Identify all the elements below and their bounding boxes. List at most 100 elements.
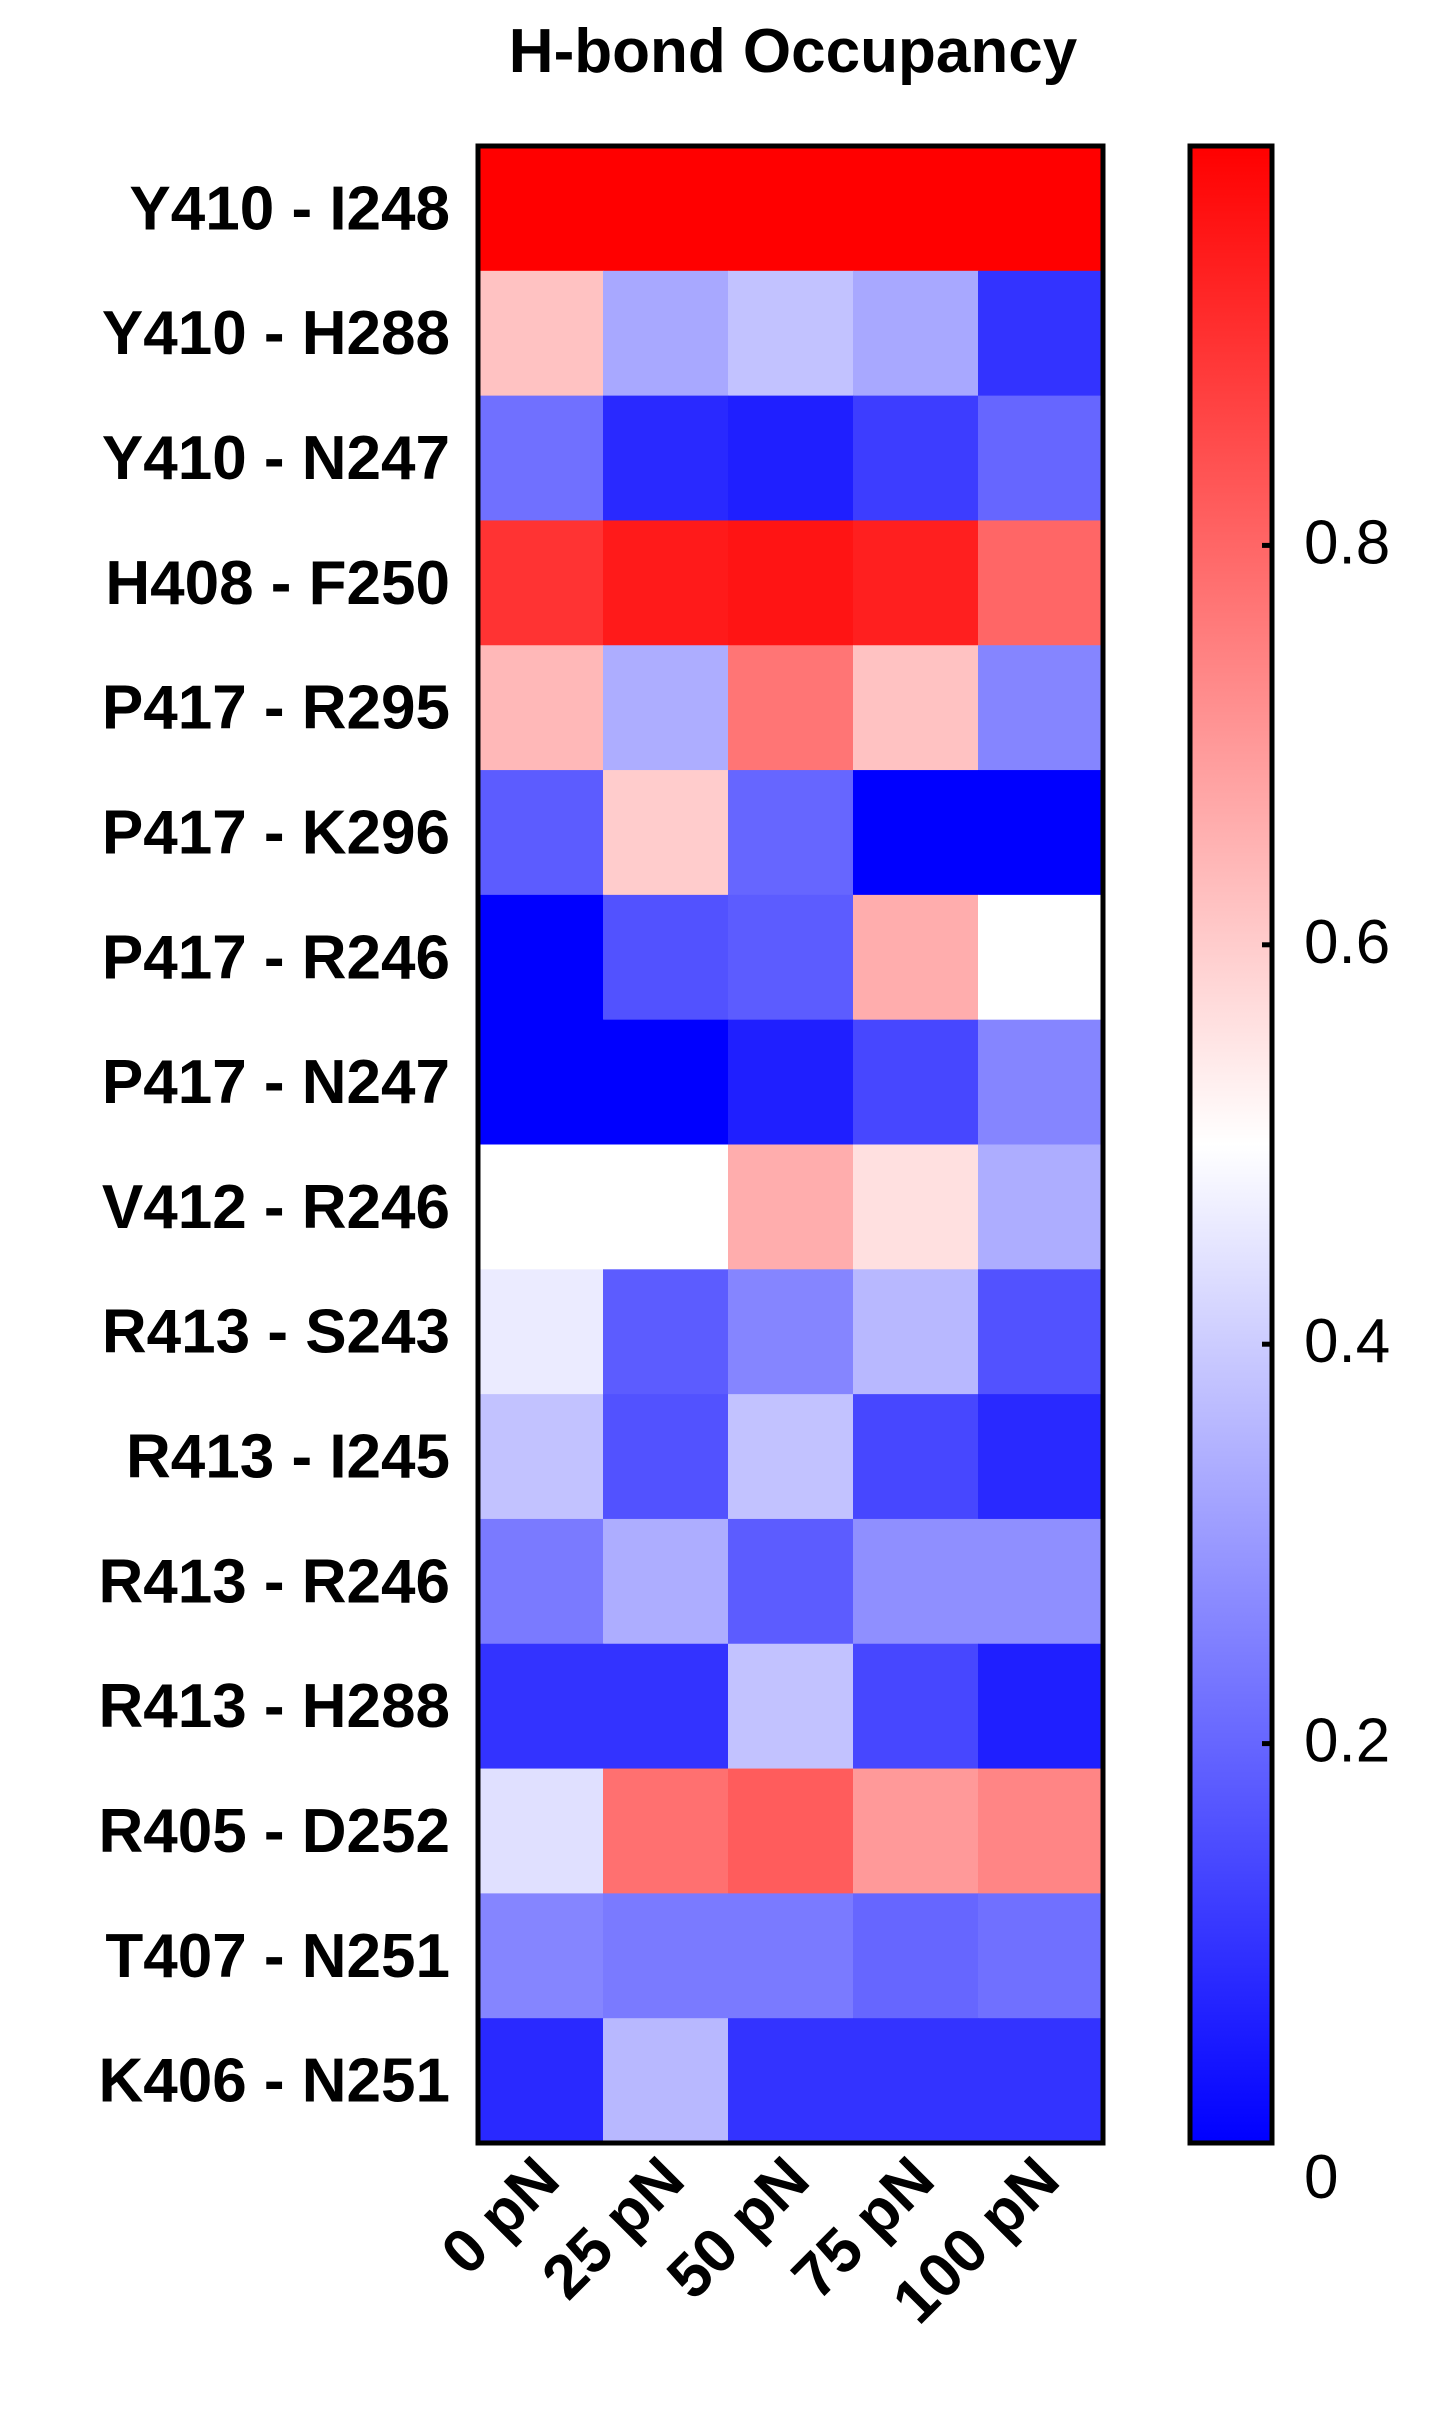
- heatmap-cell: [853, 1893, 979, 2019]
- heatmap-cell: [853, 1518, 979, 1645]
- heatmap-cell: [603, 1394, 729, 1520]
- heatmap-cell: [728, 1893, 854, 2019]
- heatmap-cell: [603, 395, 729, 522]
- colorbar-tick-label: 0.4: [1304, 1307, 1390, 1376]
- heatmap-cell: [978, 520, 1104, 646]
- column-label: 50 pN: [654, 2144, 822, 2312]
- heatmap-cell: [478, 1144, 604, 1270]
- heatmap-cell: [853, 1394, 979, 1520]
- row-label: Y410 - I248: [129, 174, 450, 243]
- heatmap-cell: [978, 894, 1104, 1021]
- heatmap-cell: [853, 395, 979, 522]
- heatmap-cell: [728, 520, 854, 646]
- heatmap-cell: [728, 1019, 854, 1146]
- row-label: H408 - F250: [105, 549, 450, 618]
- heatmap-cell: [478, 1518, 604, 1645]
- heatmap-cell: [728, 645, 854, 771]
- row-label: P417 - R246: [102, 923, 450, 992]
- colorbar-tick-label: 0.2: [1304, 1707, 1390, 1776]
- heatmap-cell: [728, 1643, 854, 1770]
- heatmap-cell: [478, 1269, 604, 1395]
- heatmap-cell: [728, 1518, 854, 1645]
- heatmap-cell: [853, 1269, 979, 1395]
- row-label: P417 - R295: [102, 674, 450, 743]
- heatmap-cell: [478, 270, 604, 397]
- colorbar-tick-label: 0: [1304, 2143, 1338, 2212]
- row-label: Y410 - H288: [102, 299, 450, 368]
- heatmap-cell: [853, 1768, 979, 1894]
- heatmap-cell: [978, 1144, 1104, 1270]
- chart-title: H-bond Occupancy: [509, 17, 1078, 86]
- heatmap-cell: [478, 395, 604, 522]
- heatmap-cell: [603, 1893, 729, 2019]
- heatmap-cell: [478, 1019, 604, 1146]
- heatmap-cell: [978, 146, 1104, 272]
- heatmap-cell: [603, 2018, 729, 2144]
- heatmap-cell: [978, 2018, 1104, 2144]
- heatmap-cell: [603, 520, 729, 646]
- heatmap-cell: [978, 270, 1104, 397]
- heatmap-cell: [603, 270, 729, 397]
- colorbar-ticks: 0 0.2 0.4 0.6 0.8: [1262, 508, 1390, 2212]
- heatmap-cell: [478, 645, 604, 771]
- heatmap-cell: [853, 146, 979, 272]
- heatmap-cell: [978, 1643, 1104, 1770]
- heatmap-cell: [853, 645, 979, 771]
- row-label: P417 - N247: [102, 1048, 450, 1117]
- row-label: P417 - K296: [102, 798, 450, 867]
- heatmap-cell: [478, 2018, 604, 2144]
- heatmap-cell: [853, 270, 979, 397]
- heatmap-cell: [603, 1019, 729, 1146]
- heatmap-cell: [978, 645, 1104, 771]
- heatmap-cell: [478, 770, 604, 896]
- heatmap-cell: [478, 1643, 604, 1770]
- heatmap-cell: [728, 270, 854, 397]
- heatmap-cell: [978, 1893, 1104, 2019]
- heatmap-cell: [728, 146, 854, 272]
- row-label: K406 - N251: [98, 2047, 450, 2116]
- heatmap-cell: [978, 1269, 1104, 1395]
- row-label: R405 - D252: [98, 1797, 450, 1866]
- heatmap-cell: [978, 1518, 1104, 1645]
- heatmap-cell: [728, 894, 854, 1021]
- heatmap-cell: [978, 395, 1104, 522]
- heatmap-cell: [603, 1144, 729, 1270]
- row-label: V412 - R246: [102, 1173, 450, 1242]
- heatmap-cell: [478, 1768, 604, 1894]
- heatmap-cell: [728, 2018, 854, 2144]
- heatmap-cell: [978, 770, 1104, 896]
- heatmap-cell: [603, 1518, 729, 1645]
- heatmap-cell: [478, 1893, 604, 2019]
- heatmap-cell: [603, 894, 729, 1021]
- heatmap-cell: [478, 520, 604, 646]
- heatmap-cell: [603, 1269, 729, 1395]
- row-label: R413 - S243: [102, 1298, 450, 1367]
- heatmap-cell: [978, 1394, 1104, 1520]
- heatmap-cell: [853, 520, 979, 646]
- row-label: R413 - H288: [98, 1672, 450, 1741]
- row-label: R413 - R246: [98, 1547, 450, 1616]
- row-label: T407 - N251: [105, 1922, 450, 1991]
- colorbar-tick-label: 0.6: [1304, 908, 1390, 977]
- heatmap-cell: [853, 1144, 979, 1270]
- row-label: Y410 - N247: [102, 424, 450, 493]
- heatmap-cell: [478, 1394, 604, 1520]
- heatmap-cell: [478, 146, 604, 272]
- column-label: 25 pN: [529, 2144, 697, 2312]
- heatmap-cell: [603, 645, 729, 771]
- heatmap-cell: [978, 1768, 1104, 1894]
- row-labels: Y410 - I248 Y410 - H288 Y410 - N247 H408 - …: [98, 174, 450, 2115]
- heatmap-cell: [728, 770, 854, 896]
- heatmap-cell: [728, 1269, 854, 1395]
- heatmap-cells: [478, 146, 1104, 2144]
- heatmap-cell: [853, 770, 979, 896]
- heatmap-cell: [728, 1768, 854, 1894]
- heatmap-cell: [853, 2018, 979, 2144]
- heatmap-cell: [728, 1394, 854, 1520]
- heatmap-frame: [475, 143, 1106, 2146]
- heatmap-cell: [603, 1643, 729, 1770]
- row-label: R413 - I245: [126, 1423, 450, 1492]
- colorbar-tick-label: 0.8: [1304, 508, 1390, 577]
